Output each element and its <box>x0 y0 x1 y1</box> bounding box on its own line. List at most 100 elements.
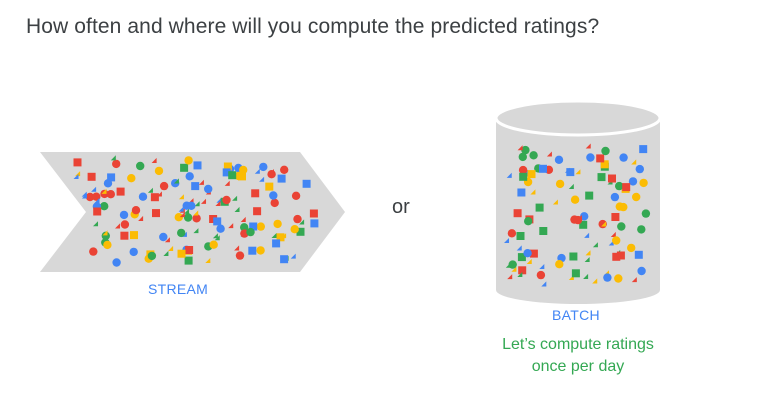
batch-triangle-shape <box>511 266 517 272</box>
stream-circle-shape <box>290 225 299 234</box>
stream-circle-shape <box>101 231 111 240</box>
stream-triangle-shape <box>151 157 157 163</box>
batch-circle-shape <box>632 192 641 202</box>
stream-triangle-shape <box>102 230 108 236</box>
batch-circle-shape <box>536 270 546 280</box>
stream-circle-shape <box>280 165 289 174</box>
stream-triangle-shape <box>94 197 100 203</box>
stream-square-shape <box>276 233 285 242</box>
batch-circle-shape <box>518 165 528 175</box>
batch-circle-shape <box>617 222 626 231</box>
batch-triangle-shape <box>610 231 616 237</box>
stream-triangle-shape <box>232 195 238 201</box>
batch-triangle-shape <box>631 277 637 283</box>
batch-caption: Let’s compute ratings once per day <box>468 334 688 378</box>
stream-circle-shape <box>240 223 249 232</box>
stream-circle-shape <box>184 156 193 165</box>
stream-circle-shape <box>119 210 129 220</box>
stream-square-shape <box>251 189 260 198</box>
stream-triangle-shape <box>193 210 199 216</box>
stream-square-shape <box>302 179 311 188</box>
batch-square-shape <box>539 227 548 235</box>
batch-circle-shape <box>639 178 648 188</box>
batch-triangle-shape <box>526 259 532 265</box>
batch-circle-shape <box>570 195 580 204</box>
stream-triangle-shape <box>259 176 265 182</box>
batch-triangle-shape <box>516 245 522 251</box>
stream-triangle-shape <box>93 221 99 227</box>
stream-circle-shape <box>103 240 112 250</box>
batch-square-shape <box>622 183 631 192</box>
batch-triangle-shape <box>583 273 589 279</box>
stream-circle-shape <box>293 214 302 224</box>
stream-circle-shape <box>270 198 279 208</box>
batch-square-shape <box>611 213 620 221</box>
batch-triangle-shape <box>592 278 598 284</box>
stream-circle-shape <box>159 181 169 191</box>
batch-square-shape <box>616 251 625 260</box>
stream-circle-shape <box>222 195 231 205</box>
batch-circle-shape <box>521 145 530 155</box>
stream-circle-shape <box>85 192 95 202</box>
stream-shapes <box>73 155 319 267</box>
stream-triangle-shape <box>91 186 97 192</box>
stream-triangle-shape <box>198 179 204 185</box>
stream-circle-shape <box>187 201 196 210</box>
stream-circle-shape <box>273 219 282 229</box>
batch-circle-shape <box>641 209 651 218</box>
stream-circle-shape <box>154 166 164 176</box>
batch-square-shape <box>529 249 538 258</box>
batch-triangle-shape <box>592 242 598 248</box>
stream-circle-shape <box>256 246 265 255</box>
stream-triangle-shape <box>179 212 185 218</box>
batch-triangle-shape <box>601 221 607 227</box>
batch-triangle-shape <box>504 238 510 244</box>
batch-triangle-shape <box>584 232 590 238</box>
stream-square-shape <box>185 246 194 254</box>
batch-triangle-shape <box>631 159 637 165</box>
batch-circle-shape <box>601 146 610 156</box>
stream-circle-shape <box>127 174 136 183</box>
batch-circle-shape <box>586 153 595 162</box>
batch-square-shape <box>579 220 588 229</box>
stream-circle-shape <box>183 213 193 222</box>
stream-circle-shape <box>138 192 148 201</box>
stream-triangle-shape <box>240 216 246 222</box>
stream-circle-shape <box>204 184 213 194</box>
stream-triangle-shape <box>173 178 179 184</box>
stream-triangle-shape <box>81 191 87 197</box>
batch-circle-shape <box>635 164 644 174</box>
stream-square-shape <box>150 193 159 202</box>
stream-circle-shape <box>267 170 276 179</box>
stream-square-shape <box>73 158 82 167</box>
batch-triangle-shape <box>507 274 513 280</box>
stream-square-shape <box>249 222 258 231</box>
stream-circle-shape <box>129 247 138 257</box>
stream-square-shape <box>87 172 96 181</box>
batch-triangle-shape <box>564 167 570 173</box>
batch-square-shape <box>539 164 547 173</box>
stream-circle-shape <box>216 224 225 233</box>
batch-circle-shape <box>627 243 636 253</box>
stream-triangle-shape <box>254 168 260 174</box>
stream-circle-shape <box>177 228 186 238</box>
stream-square-shape <box>191 182 200 191</box>
batch-circle-shape <box>637 266 646 276</box>
batch-triangle-shape <box>575 169 581 175</box>
stream-square-shape <box>193 161 202 170</box>
stream-square-shape <box>228 171 237 180</box>
batch-circle-shape <box>612 236 621 245</box>
stream-square-shape <box>130 231 138 240</box>
batch-square-shape <box>519 172 528 181</box>
batch-circle-shape <box>603 273 612 282</box>
batch-triangle-shape <box>584 257 590 263</box>
batch-square-shape <box>634 250 643 259</box>
stream-circle-shape <box>159 232 168 242</box>
stream-circle-shape <box>120 220 130 229</box>
batch-triangle-shape <box>517 145 523 151</box>
stream-triangle-shape <box>234 245 240 251</box>
stream-square-shape <box>177 249 186 258</box>
batch-triangle-shape <box>568 183 574 189</box>
stream-circle-shape <box>112 258 121 267</box>
batch-square-shape <box>608 174 616 183</box>
